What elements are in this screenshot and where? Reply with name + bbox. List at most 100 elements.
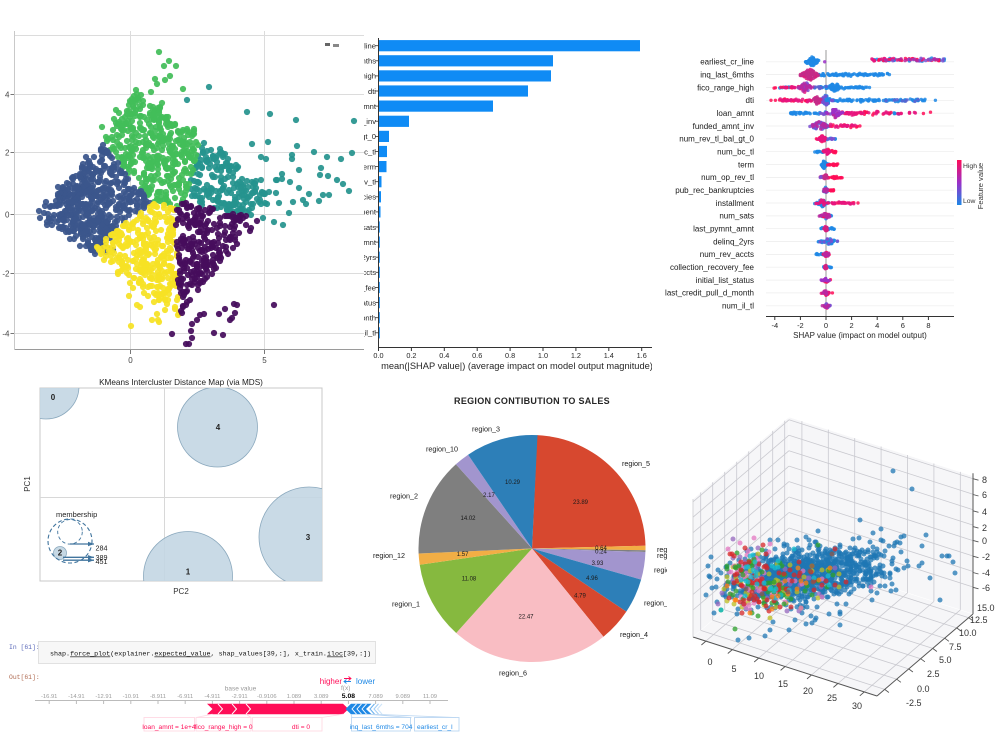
svg-text:num_il_tl: num_il_tl xyxy=(722,302,754,311)
svg-text:30: 30 xyxy=(852,701,862,711)
svg-text:2: 2 xyxy=(5,149,10,158)
svg-text:1.57: 1.57 xyxy=(457,552,469,558)
svg-text:1.4: 1.4 xyxy=(604,351,614,360)
svg-text:region_4: region_4 xyxy=(620,630,648,639)
svg-text:-4: -4 xyxy=(2,330,10,339)
svg-text:10.0: 10.0 xyxy=(959,628,977,638)
svg-text:8: 8 xyxy=(982,475,987,485)
svg-text:2: 2 xyxy=(58,549,63,558)
svg-text:10: 10 xyxy=(754,671,764,681)
svg-text:fico_range_high: fico_range_high xyxy=(697,83,754,92)
svg-text:collection_recovery_fee: collection_recovery_fee xyxy=(670,263,755,272)
svg-text:0.0: 0.0 xyxy=(917,684,930,694)
svg-text:3: 3 xyxy=(306,533,311,542)
svg-text:1: 1 xyxy=(186,568,191,577)
svg-text:region_7: region_7 xyxy=(644,599,672,608)
svg-text:SHAP value (impact on model ou: SHAP value (impact on model output) xyxy=(793,331,927,340)
svg-text:0.8: 0.8 xyxy=(505,351,515,360)
svg-text:3.93: 3.93 xyxy=(592,561,604,567)
svg-text:region_6: region_6 xyxy=(499,669,527,678)
svg-text:0.4: 0.4 xyxy=(439,351,449,360)
svg-text:-4: -4 xyxy=(771,321,778,330)
svg-text:region_5: region_5 xyxy=(622,459,650,468)
svg-text:-4: -4 xyxy=(982,568,990,578)
svg-text:num_rev_tl_bal_gt_0: num_rev_tl_bal_gt_0 xyxy=(679,135,754,144)
svg-text:-2: -2 xyxy=(797,321,804,330)
svg-text:0.6: 0.6 xyxy=(472,351,482,360)
svg-text:15: 15 xyxy=(778,679,788,689)
svg-text:8: 8 xyxy=(926,321,930,330)
svg-text:earliest_cr_line: earliest_cr_line xyxy=(700,58,754,67)
svg-text:12.5: 12.5 xyxy=(970,615,988,625)
svg-text:last_pymnt_amnt: last_pymnt_amnt xyxy=(693,225,755,234)
svg-text:22.47: 22.47 xyxy=(518,615,534,621)
svg-text:loan_amnt: loan_amnt xyxy=(717,109,755,118)
svg-text:4: 4 xyxy=(216,423,221,432)
svg-text:1.2: 1.2 xyxy=(571,351,581,360)
svg-text:25: 25 xyxy=(827,693,837,703)
svg-text:-2.5: -2.5 xyxy=(906,698,922,708)
svg-text:0.64: 0.64 xyxy=(595,546,607,552)
svg-text:initial_list_status: initial_list_status xyxy=(696,276,754,285)
svg-text:term: term xyxy=(738,160,754,169)
svg-text:PC2: PC2 xyxy=(173,587,189,596)
svg-text:7.5: 7.5 xyxy=(949,642,962,652)
svg-text:5.0: 5.0 xyxy=(939,655,952,665)
svg-text:pub_rec_bankruptcies: pub_rec_bankruptcies xyxy=(675,186,754,195)
svg-text:KMeans Intercluster Distance M: KMeans Intercluster Distance Map (via MD… xyxy=(99,378,263,387)
svg-text:Feature value: Feature value xyxy=(976,163,985,209)
svg-text:-2: -2 xyxy=(982,552,990,562)
svg-text:dti: dti xyxy=(368,87,376,96)
svg-text:4: 4 xyxy=(875,321,879,330)
svg-text:inq_last_6mths: inq_last_6mths xyxy=(700,70,754,79)
svg-text:4.96: 4.96 xyxy=(586,576,598,582)
svg-text:0.0: 0.0 xyxy=(373,351,383,360)
svg-text:2: 2 xyxy=(982,523,987,533)
svg-text:PC1: PC1 xyxy=(23,476,32,492)
svg-text:451: 451 xyxy=(96,557,108,566)
svg-text:14.02: 14.02 xyxy=(460,516,476,522)
svg-text:6: 6 xyxy=(982,490,987,500)
svg-text:delinq_2yrs: delinq_2yrs xyxy=(713,237,754,246)
svg-text:0: 0 xyxy=(128,356,133,365)
svg-text:dti: dti xyxy=(746,96,755,105)
svg-text:0.2: 0.2 xyxy=(406,351,416,360)
svg-text:REGION CONTIBUTION TO SALES: REGION CONTIBUTION TO SALES xyxy=(454,396,610,406)
svg-text:region_12: region_12 xyxy=(373,551,405,560)
svg-text:0: 0 xyxy=(982,536,987,546)
svg-text:region_1: region_1 xyxy=(392,600,420,609)
svg-text:4.79: 4.79 xyxy=(574,594,586,600)
svg-text:membership: membership xyxy=(56,510,97,519)
svg-text:284: 284 xyxy=(96,544,108,553)
svg-text:num_bc_tl: num_bc_tl xyxy=(717,148,754,157)
svg-text:High: High xyxy=(963,163,977,170)
svg-text:region_2: region_2 xyxy=(390,492,418,501)
svg-text:0: 0 xyxy=(707,657,712,667)
svg-text:0: 0 xyxy=(51,393,56,402)
svg-text:23.89: 23.89 xyxy=(573,500,589,506)
svg-text:11.08: 11.08 xyxy=(462,577,477,583)
svg-text:-2: -2 xyxy=(2,270,10,279)
svg-text:1.6: 1.6 xyxy=(637,351,647,360)
svg-text:5: 5 xyxy=(731,664,736,674)
svg-text:-6: -6 xyxy=(982,583,990,593)
svg-text:0.24: 0.24 xyxy=(595,550,607,556)
svg-text:2: 2 xyxy=(850,321,854,330)
svg-text:10.29: 10.29 xyxy=(505,480,521,486)
svg-text:installment: installment xyxy=(716,199,755,208)
svg-text:6: 6 xyxy=(901,321,905,330)
svg-text:5: 5 xyxy=(262,356,267,365)
svg-text:0: 0 xyxy=(824,321,828,330)
svg-text:last_credit_pull_d_month: last_credit_pull_d_month xyxy=(665,289,754,298)
svg-text:0: 0 xyxy=(5,211,10,220)
svg-text:2.5: 2.5 xyxy=(927,669,940,679)
svg-text:funded_amnt_inv: funded_amnt_inv xyxy=(693,122,754,131)
svg-text:389: 389 xyxy=(96,553,108,562)
svg-text:20: 20 xyxy=(803,686,813,696)
svg-text:1.0: 1.0 xyxy=(538,351,548,360)
svg-text:mean(|SHAP value|) (average im: mean(|SHAP value|) (average impact on mo… xyxy=(381,361,653,371)
svg-text:2.17: 2.17 xyxy=(483,493,495,499)
svg-text:15.0: 15.0 xyxy=(977,603,995,613)
svg-text:4: 4 xyxy=(982,507,987,517)
svg-text:4: 4 xyxy=(5,91,10,100)
